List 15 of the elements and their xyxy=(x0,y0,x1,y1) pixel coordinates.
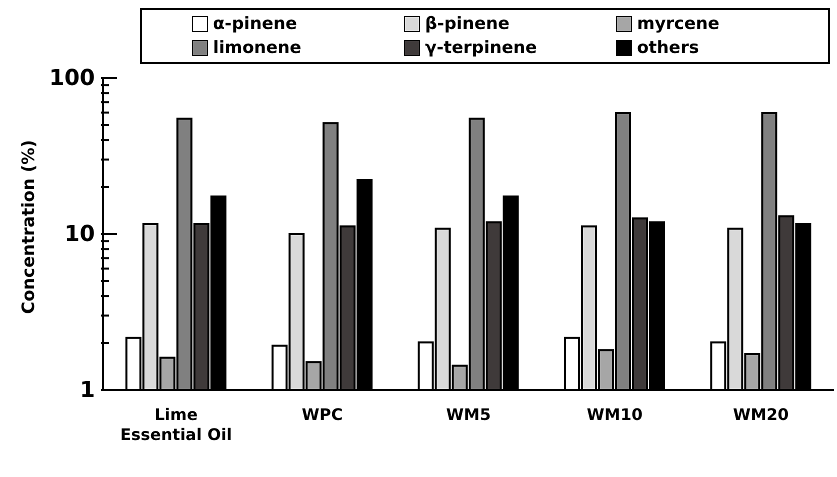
legend-label: α-pinene xyxy=(213,14,297,34)
legend-label: others xyxy=(637,38,699,58)
x-tick-label: WM20 xyxy=(732,405,789,424)
legend-label: myrcene xyxy=(637,14,720,34)
x-tick-label: WPC xyxy=(302,405,343,424)
y-tick-label: 10 xyxy=(64,222,95,247)
x-tick-label: Lime Essential Oil xyxy=(120,405,232,444)
y-tick-label: 1 xyxy=(80,378,95,403)
x-tick-label: WM5 xyxy=(446,405,491,424)
legend-label: limonene xyxy=(213,38,302,58)
y-axis-title: Concentration (%) xyxy=(19,140,40,314)
y-tick-label: 100 xyxy=(49,66,95,91)
legend-label: γ-terpinene xyxy=(425,38,537,58)
x-tick-label: WM10 xyxy=(586,405,643,424)
legend-label: β-pinene xyxy=(425,14,510,34)
